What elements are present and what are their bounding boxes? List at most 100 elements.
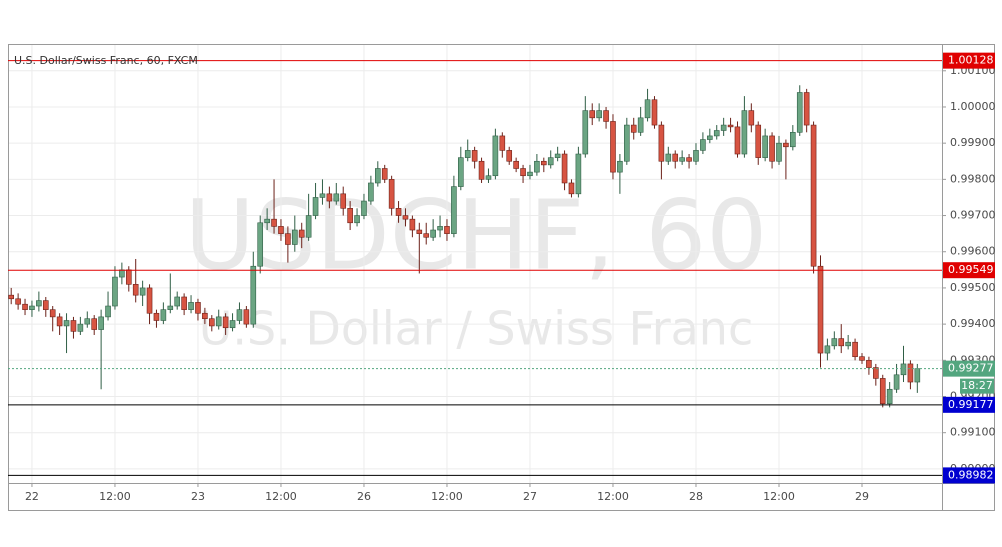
candle-body — [105, 305, 111, 318]
candle-body — [326, 193, 333, 202]
candle-body — [665, 153, 672, 162]
x-tick-label: 26 — [357, 490, 371, 503]
candle-body — [271, 218, 277, 227]
candle-body — [762, 135, 768, 158]
background-layer: USDCHF, 60 U.S. Dollar / Swiss Franc — [8, 44, 942, 483]
candle-body — [845, 341, 851, 347]
candle-body — [208, 318, 215, 327]
candle-body — [139, 287, 146, 296]
candle-body — [520, 168, 526, 177]
candle-body — [499, 135, 506, 151]
candle-body — [451, 186, 457, 234]
candle-body — [852, 341, 858, 357]
candle-body — [278, 226, 284, 234]
candle-body — [229, 320, 236, 329]
x-tick-label: 12:00 — [265, 490, 297, 503]
candle-body — [63, 320, 70, 327]
candle-body — [478, 160, 485, 180]
candle-body — [388, 179, 395, 209]
candle-body — [610, 121, 616, 173]
candle-body — [893, 374, 900, 390]
candle-body — [824, 345, 831, 354]
candle-body — [755, 124, 762, 158]
candle-body — [215, 316, 222, 327]
candle-body — [900, 363, 907, 376]
candle-body — [112, 276, 118, 307]
x-tick-label: 22 — [25, 490, 39, 503]
candle-body — [658, 124, 665, 162]
candle-body — [22, 303, 28, 310]
candle-body — [741, 110, 748, 155]
candle-body — [368, 182, 374, 202]
candle-body — [817, 265, 824, 354]
candle-body — [630, 124, 637, 133]
candle-body — [568, 182, 575, 195]
candle-body — [672, 153, 679, 162]
candle-body — [734, 126, 741, 155]
candle-body — [381, 168, 388, 180]
candle-body — [49, 309, 56, 318]
candle-body — [707, 135, 713, 140]
candle-body — [312, 197, 319, 216]
candle-body — [458, 157, 464, 187]
level-label: 0.99549 — [948, 263, 994, 276]
candle-body — [347, 208, 353, 224]
x-tick-label: 12:00 — [597, 490, 629, 503]
candle-body — [534, 160, 540, 173]
candle-body — [686, 157, 692, 162]
candle-body — [264, 218, 270, 224]
candle-body — [886, 388, 893, 405]
level-label: 1.00128 — [948, 54, 994, 67]
candle-body — [907, 363, 914, 383]
x-tick-label: 29 — [855, 490, 869, 503]
candle-body — [589, 110, 596, 119]
y-tick-label: 0.99800 — [950, 172, 996, 185]
candle-body — [402, 215, 409, 220]
level-label-bg — [943, 52, 995, 69]
x-tick-label: 27 — [523, 490, 537, 503]
y-tick-label: 1.00000 — [950, 100, 996, 113]
candle-body — [291, 229, 298, 245]
candle-body — [375, 168, 381, 184]
candle-body — [70, 320, 77, 332]
candle-body — [167, 305, 174, 310]
candle-body — [395, 208, 402, 216]
candle-body — [77, 323, 84, 332]
level-label: 0.99277 — [948, 362, 994, 375]
countdown: 18:27 — [961, 379, 993, 392]
candle-body — [132, 284, 139, 296]
x-tick-label: 23 — [191, 490, 205, 503]
level-label-bg — [943, 360, 995, 377]
candle-body — [554, 153, 561, 158]
candle-body — [748, 110, 755, 126]
candle-body — [541, 160, 547, 166]
level-label: 0.98982 — [948, 468, 994, 481]
y-tick-label: 0.99500 — [950, 281, 996, 294]
candle-body — [125, 269, 132, 285]
candle-body — [914, 368, 921, 383]
candle-body — [471, 150, 478, 162]
candle-body — [879, 378, 886, 405]
candle-body — [859, 356, 865, 361]
candle-body — [603, 110, 609, 122]
candle-body — [354, 215, 360, 224]
candle-body — [181, 296, 187, 310]
candle-body — [56, 316, 63, 327]
candle-body — [119, 269, 125, 278]
x-tick-label: 12:00 — [431, 490, 463, 503]
candle-body — [188, 302, 194, 310]
candle-body — [693, 150, 699, 162]
y-tick-label: 0.99400 — [950, 317, 996, 330]
candle-body — [250, 265, 257, 325]
candle-body — [174, 296, 181, 307]
candle-body — [36, 300, 42, 307]
candle-body — [769, 135, 775, 162]
level-label-bg — [943, 262, 995, 279]
candle-body — [651, 99, 658, 126]
candle-body — [15, 298, 21, 305]
candle-body — [437, 226, 443, 231]
candle-body — [91, 318, 98, 330]
candle-body — [637, 117, 644, 133]
candle-body — [464, 150, 471, 158]
